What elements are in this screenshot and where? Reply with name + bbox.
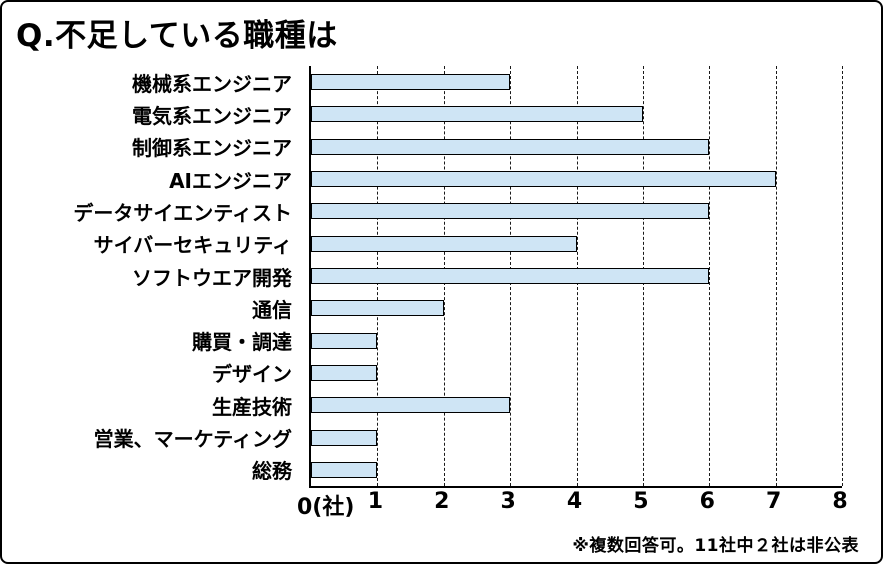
x-axis-zero-label: 0(社) xyxy=(297,495,355,520)
x-tick-label-8: 8 xyxy=(832,489,848,514)
bar-4 xyxy=(311,203,710,220)
bar-12 xyxy=(311,461,378,478)
x-tick-label-4: 4 xyxy=(566,489,583,514)
footnote: ※複数回答可。11社中２社は非公表 xyxy=(572,536,859,556)
chart-title: Q.不足している職種は xyxy=(16,18,338,54)
x-tick-label-7: 7 xyxy=(765,489,782,514)
bar-6 xyxy=(311,268,710,284)
category-label-0: 機械系エンジニア xyxy=(132,71,292,96)
category-label-5: サイバーセキュリティ xyxy=(93,233,292,258)
category-label-12: 総務 xyxy=(252,459,292,484)
bar-7 xyxy=(311,300,444,317)
category-label-9: デザイン xyxy=(212,362,292,387)
category-label-8: 購買・調達 xyxy=(192,330,292,355)
gridline-6 xyxy=(709,66,711,486)
x-tick-label-2: 2 xyxy=(434,489,450,514)
gridline-8 xyxy=(842,66,843,486)
x-tick-label-1: 1 xyxy=(367,489,384,514)
x-tick-label-6: 6 xyxy=(699,489,715,514)
category-label-6: ソフトウエア開発 xyxy=(132,265,292,290)
category-label-7: 通信 xyxy=(252,297,292,322)
category-label-3: AIエンジニア xyxy=(169,168,292,193)
bar-8 xyxy=(311,332,378,349)
x-tick-label-3: 3 xyxy=(500,489,516,514)
category-label-4: データサイエンティスト xyxy=(73,200,292,225)
category-label-11: 営業、マーケティング xyxy=(93,427,292,452)
bar-1 xyxy=(311,106,643,123)
plot-area xyxy=(309,66,843,488)
bar-0 xyxy=(311,74,511,91)
bar-5 xyxy=(311,235,577,252)
category-label-2: 制御系エンジニア xyxy=(132,136,292,161)
x-tick-label-5: 5 xyxy=(633,489,649,514)
bar-11 xyxy=(311,429,378,446)
category-labels: 機械系エンジニア 電気系エンジニア 制御系エンジニア AIエンジニアデータサイエンティ… xyxy=(2,66,301,486)
bar-3 xyxy=(311,171,776,188)
bar-9 xyxy=(311,364,378,381)
bar-2 xyxy=(311,138,710,155)
category-label-10: 生産技術 xyxy=(212,394,292,419)
gridline-7 xyxy=(775,66,777,486)
x-axis: 0(社) 1 2 3 4 5 6 7 8 xyxy=(297,489,848,520)
bar-10 xyxy=(311,397,511,414)
category-label-1: 電気系エンジニア xyxy=(132,103,292,128)
